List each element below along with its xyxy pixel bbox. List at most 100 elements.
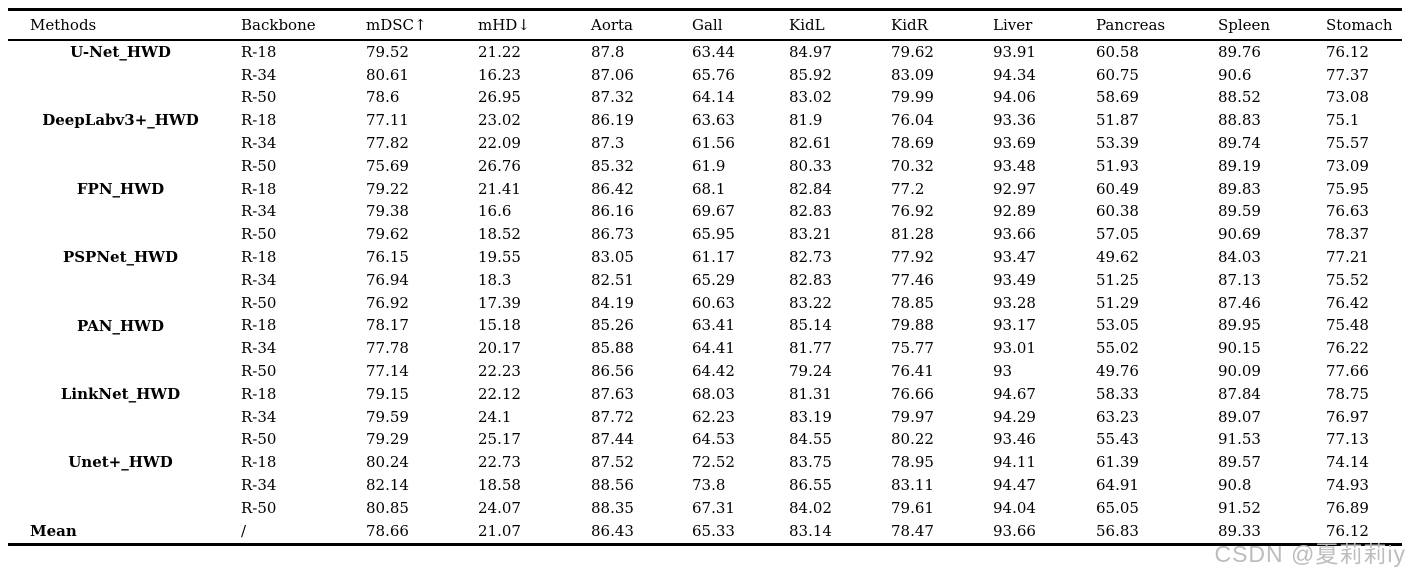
backbone-cell: R-50 — [241, 88, 277, 107]
value-cell-mhd: 22.09 — [478, 134, 521, 153]
value-cell-liver: 93.28 — [993, 293, 1036, 312]
value-cell-mdsc: 80.61 — [366, 65, 409, 84]
value-cell-liver: 94.47 — [993, 476, 1036, 495]
value-cell-stomach: 75.1 — [1326, 111, 1360, 130]
table-header: Methods Backbone mDSC↑ mHD↓ Aorta Gall KidL Kid… — [8, 9, 1402, 41]
value-cell-mdsc: 76.15 — [366, 248, 409, 267]
value-cell-aorta: 82.51 — [591, 270, 634, 289]
mean-method-cell: Mean — [30, 521, 77, 540]
table-row: R-34 79.38 16.6 86.16 69.67 82.83 76.92 92.89 60… — [8, 201, 1402, 224]
value-cell-spleen: 89.74 — [1218, 134, 1261, 153]
value-cell-mdsc: 80.85 — [366, 498, 409, 517]
value-cell-kidl: 85.14 — [789, 316, 832, 335]
value-cell-mhd: 23.02 — [478, 111, 521, 130]
backbone-cell: R-18 — [241, 453, 277, 472]
value-cell-spleen: 88.83 — [1218, 111, 1261, 130]
backbone-cell: R-18 — [241, 111, 277, 130]
backbone-cell: R-50 — [241, 362, 277, 381]
backbone-cell: R-50 — [241, 225, 277, 244]
value-cell-mdsc: 79.59 — [366, 407, 409, 426]
column-header-kidl: KidL — [781, 9, 883, 41]
value-cell-mdsc: 78.6 — [366, 88, 400, 107]
value-cell-stomach: 76.22 — [1326, 339, 1369, 358]
table-row: R-50 79.62 18.52 86.73 65.95 83.21 81.28 93.66 5… — [8, 223, 1402, 246]
value-cell-mhd: 24.1 — [478, 407, 512, 426]
value-cell-kidl: 85.92 — [789, 65, 832, 84]
table-body: U-Net_HWD R-18 79.52 21.22 87.8 63.44 84.97 79.… — [8, 40, 1402, 544]
table-row: PSPNet_HWD R-18 76.15 19.55 83.05 61.17 82.73 7… — [8, 246, 1402, 269]
value-cell-spleen: 89.57 — [1218, 453, 1261, 472]
value-cell-kidl: 81.9 — [789, 111, 823, 130]
value-cell-aorta: 86.73 — [591, 225, 634, 244]
value-cell-pancreas: 56.83 — [1096, 521, 1139, 540]
value-cell-mdsc: 77.14 — [366, 362, 409, 381]
value-cell-kidl: 82.61 — [789, 134, 832, 153]
value-cell-spleen: 87.13 — [1218, 270, 1261, 289]
value-cell-kidl: 83.14 — [789, 521, 832, 540]
value-cell-kidr: 78.69 — [891, 134, 934, 153]
value-cell-kidr: 79.61 — [891, 498, 934, 517]
value-cell-pancreas: 63.23 — [1096, 407, 1139, 426]
value-cell-mhd: 21.41 — [478, 179, 521, 198]
column-header-pancreas: Pancreas — [1088, 9, 1210, 41]
value-cell-spleen: 89.76 — [1218, 42, 1261, 61]
value-cell-pancreas: 49.76 — [1096, 362, 1139, 381]
column-header-gall: Gall — [684, 9, 781, 41]
value-cell-mdsc: 79.38 — [366, 202, 409, 221]
value-cell-aorta: 83.05 — [591, 248, 634, 267]
value-cell-spleen: 87.46 — [1218, 293, 1261, 312]
value-cell-kidr: 76.04 — [891, 111, 934, 130]
value-cell-spleen: 90.8 — [1218, 476, 1252, 495]
value-cell-pancreas: 55.43 — [1096, 430, 1139, 449]
value-cell-liver: 93.17 — [993, 316, 1036, 335]
value-cell-stomach: 76.63 — [1326, 202, 1369, 221]
value-cell-spleen: 89.83 — [1218, 179, 1261, 198]
value-cell-pancreas: 60.38 — [1096, 202, 1139, 221]
value-cell-spleen: 87.84 — [1218, 384, 1261, 403]
backbone-cell: R-34 — [241, 339, 277, 358]
value-cell-gall: 68.03 — [692, 384, 735, 403]
value-cell-kidr: 77.2 — [891, 179, 925, 198]
value-cell-kidl: 84.55 — [789, 430, 832, 449]
table-row: U-Net_HWD R-18 79.52 21.22 87.8 63.44 84.97 79.… — [8, 40, 1402, 64]
value-cell-mhd: 17.39 — [478, 293, 521, 312]
backbone-cell: R-18 — [241, 42, 277, 61]
value-cell-kidl: 83.19 — [789, 407, 832, 426]
backbone-cell: R-50 — [241, 156, 277, 175]
value-cell-mhd: 16.23 — [478, 65, 521, 84]
value-cell-kidl: 81.31 — [789, 384, 832, 403]
method-cell: Unet+_HWD — [68, 453, 173, 472]
value-cell-gall: 65.33 — [692, 521, 735, 540]
value-cell-mhd: 24.07 — [478, 498, 521, 517]
value-cell-kidr: 83.09 — [891, 65, 934, 84]
value-cell-kidl: 84.02 — [789, 498, 832, 517]
value-cell-mhd: 26.95 — [478, 88, 521, 107]
column-header-liver: Liver — [985, 9, 1088, 41]
value-cell-mdsc: 79.22 — [366, 179, 409, 198]
value-cell-kidr: 79.62 — [891, 42, 934, 61]
backbone-cell: R-18 — [241, 384, 277, 403]
value-cell-stomach: 74.93 — [1326, 476, 1369, 495]
backbone-cell: R-34 — [241, 134, 277, 153]
value-cell-spleen: 89.07 — [1218, 407, 1261, 426]
value-cell-mdsc: 79.52 — [366, 42, 409, 61]
value-cell-aorta: 87.3 — [591, 134, 625, 153]
results-table: Methods Backbone mDSC↑ mHD↓ Aorta Gall KidL Kid… — [8, 8, 1402, 546]
value-cell-pancreas: 64.91 — [1096, 476, 1139, 495]
column-header-kidr: KidR — [883, 9, 985, 41]
value-cell-liver: 93.47 — [993, 248, 1036, 267]
value-cell-gall: 64.53 — [692, 430, 735, 449]
value-cell-aorta: 84.19 — [591, 293, 634, 312]
value-cell-aorta: 87.44 — [591, 430, 634, 449]
value-cell-mdsc: 79.15 — [366, 384, 409, 403]
table-row: R-34 82.14 18.58 88.56 73.8 86.55 83.11 94.47 64… — [8, 474, 1402, 497]
value-cell-mhd: 16.6 — [478, 202, 512, 221]
table-row: LinkNet_HWD R-18 79.15 22.12 87.63 68.03 81.31… — [8, 383, 1402, 406]
column-header-aorta: Aorta — [583, 9, 684, 41]
value-cell-stomach: 77.13 — [1326, 430, 1369, 449]
value-cell-spleen: 89.59 — [1218, 202, 1261, 221]
value-cell-pancreas: 51.93 — [1096, 156, 1139, 175]
value-cell-gall: 72.52 — [692, 453, 735, 472]
backbone-cell: / — [241, 521, 247, 540]
value-cell-gall: 61.56 — [692, 134, 735, 153]
